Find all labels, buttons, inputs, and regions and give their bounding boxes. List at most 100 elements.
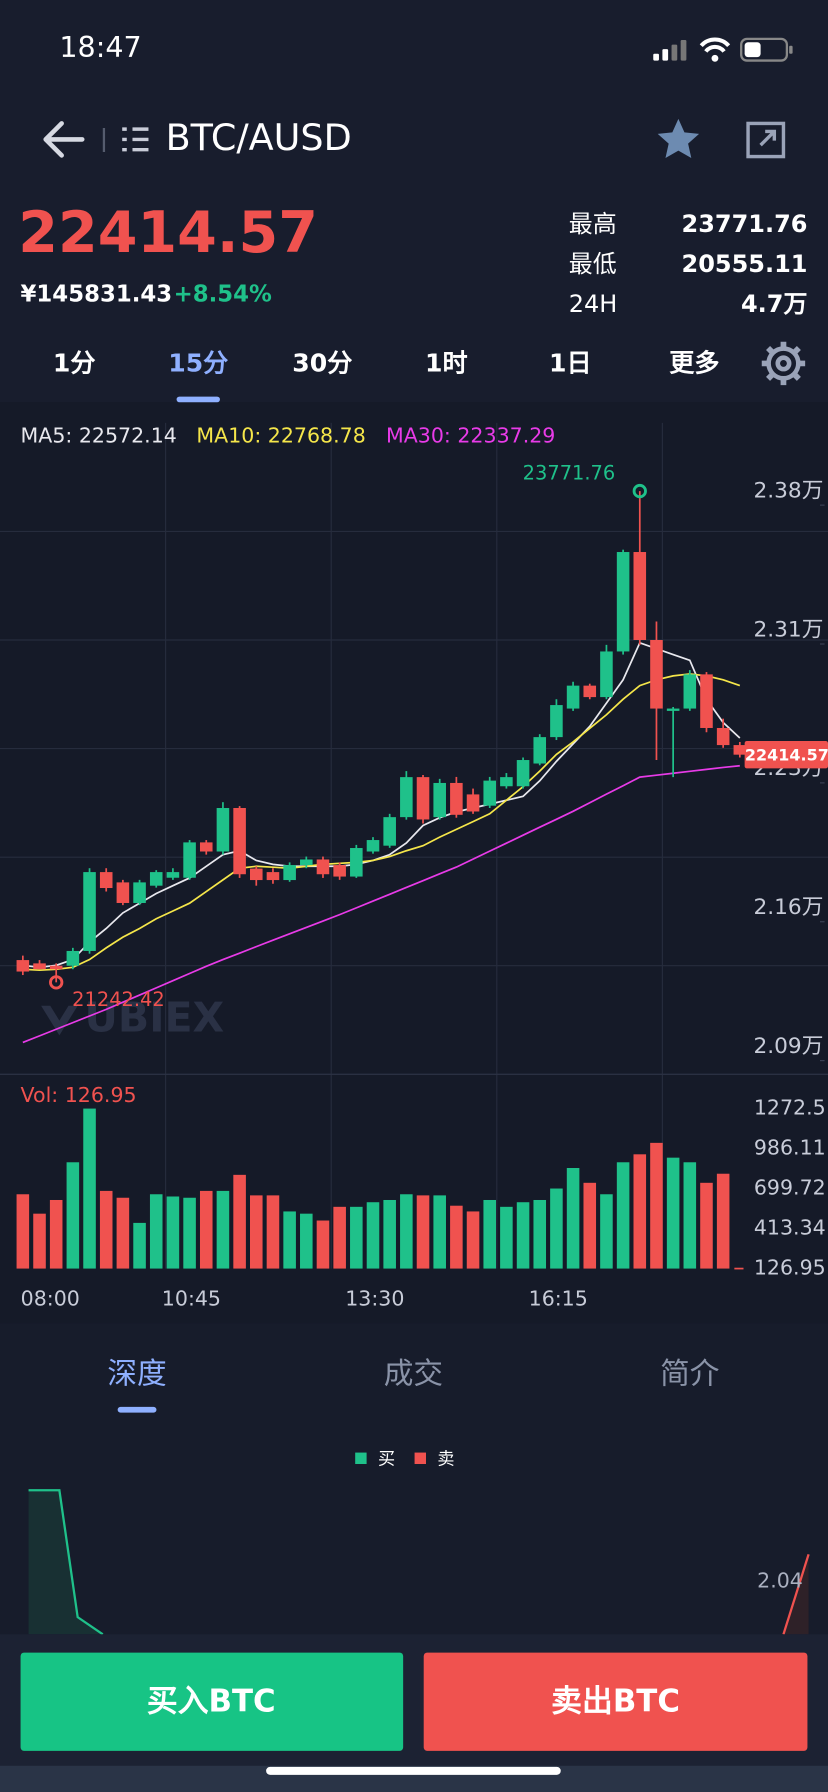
stat-label: 最高 <box>569 210 617 238</box>
volume-bar <box>716 1173 730 1269</box>
candle-body <box>116 882 130 903</box>
y-tick-label: 126.95 <box>754 1256 826 1280</box>
volume-bar <box>183 1197 196 1269</box>
interval-tab[interactable]: 更多 <box>669 349 719 378</box>
cny-price: ¥145831.43 <box>21 281 173 307</box>
volume-bar <box>233 1174 246 1269</box>
favorite-button[interactable] <box>657 118 700 159</box>
y-tick-label: 413.34 <box>754 1216 826 1240</box>
volume-bar <box>316 1220 330 1269</box>
fullscreen-button[interactable] <box>746 121 786 159</box>
battery-tip <box>789 45 793 54</box>
pair-title: BTC/AUSD <box>166 116 352 159</box>
candle-body <box>583 685 597 698</box>
stat-label: 24H <box>569 290 618 318</box>
x-tick-label: 13:30 <box>345 1286 404 1310</box>
volume-bar <box>216 1190 230 1269</box>
volume-bar <box>383 1199 396 1269</box>
volume-bar <box>400 1194 413 1269</box>
y-tick-label: 2.09万 <box>753 1034 823 1059</box>
interval-tab[interactable]: 1分 <box>53 349 96 378</box>
volume-bar <box>116 1197 130 1269</box>
legend-entry: MA5: 22572.14 <box>21 424 177 448</box>
bid-depth-line <box>28 1489 104 1636</box>
candle-body <box>16 960 30 972</box>
volume-bar <box>483 1199 497 1269</box>
stat-value: 4.7万 <box>741 290 807 318</box>
candle-body <box>600 651 613 698</box>
buy-button-label[interactable]: 买入BTC <box>147 1683 276 1719</box>
watermark: UBIEX <box>85 994 225 1042</box>
section-tab[interactable]: 成交 <box>384 1356 443 1391</box>
candle-body <box>500 777 513 787</box>
legend-entry: MA10: 22768.78 <box>196 424 365 448</box>
candle-body <box>350 848 363 877</box>
interval-tab[interactable]: 1时 <box>425 349 468 378</box>
price-tag-label: 22414.57 <box>745 745 828 764</box>
battery-level <box>744 42 761 58</box>
candle-body <box>466 794 480 812</box>
candle-body <box>333 865 346 877</box>
sell-legend: 卖 <box>437 1449 454 1469</box>
volume-bar <box>416 1195 430 1269</box>
interval-tab[interactable]: 30分 <box>292 349 352 378</box>
y-tick-label: 2.16万 <box>753 895 823 920</box>
grid <box>0 422 828 1269</box>
volume-bar <box>283 1211 296 1269</box>
candle-body <box>233 808 246 875</box>
interval-tab[interactable]: 15分 <box>168 349 228 378</box>
settings-button[interactable] <box>761 341 806 386</box>
candle-body <box>516 760 530 787</box>
interval-tab[interactable]: 1日 <box>549 349 592 378</box>
low-label: 21242.42 <box>72 988 165 1011</box>
volume-bar <box>33 1213 46 1269</box>
volume-title: Vol: 126.95 <box>21 1083 137 1107</box>
volume-bar <box>500 1206 513 1269</box>
volume-bar <box>583 1182 597 1269</box>
volume-bar <box>16 1194 30 1269</box>
candle-body <box>700 674 713 728</box>
y-tick-label: 1272.5 <box>754 1096 826 1120</box>
y-tick-label: 986.11 <box>754 1136 826 1160</box>
volume-bar <box>300 1213 313 1269</box>
candle-body <box>433 782 446 818</box>
buy-button[interactable] <box>20 1652 404 1751</box>
candle-body <box>450 782 463 815</box>
candle-body <box>316 859 330 875</box>
candle-body <box>416 777 430 820</box>
candle-body <box>716 727 730 746</box>
sell-button-label[interactable]: 卖出BTC <box>551 1683 680 1719</box>
volume-bar <box>533 1199 547 1269</box>
candle-body <box>33 963 46 970</box>
volume-bar <box>266 1195 280 1269</box>
pair-list-button[interactable] <box>122 127 149 152</box>
sell-button[interactable] <box>423 1652 808 1751</box>
volume-bar <box>199 1190 213 1269</box>
section-tab[interactable]: 简介 <box>660 1356 719 1391</box>
stat-label: 最低 <box>569 250 617 278</box>
stats: 最高 23771.76 最低 20555.11 24H 4.7万 <box>569 210 808 318</box>
candle-body <box>683 674 697 709</box>
volume-bar <box>66 1162 80 1269</box>
candle-body <box>650 640 663 709</box>
candle-body <box>99 872 113 889</box>
signal-icon <box>653 40 687 61</box>
section-tab[interactable]: 深度 <box>107 1356 166 1391</box>
candle-body <box>633 552 647 640</box>
clock: 18:47 <box>59 30 141 64</box>
volume-bar <box>249 1195 263 1269</box>
back-button[interactable] <box>43 121 85 158</box>
bid-depth-area <box>28 1490 103 1635</box>
ma-line <box>22 764 740 1044</box>
price-change: +8.54% <box>174 281 272 307</box>
watermark-logo <box>41 1005 78 1036</box>
high-label: 23771.76 <box>523 461 616 484</box>
candle-body <box>616 552 630 652</box>
wifi-dot <box>711 54 719 62</box>
volume-bar <box>650 1142 663 1269</box>
ma-line <box>22 673 741 972</box>
legend-entry: MA30: 22337.29 <box>386 424 555 448</box>
y-tick-label: 2.38万 <box>753 478 823 503</box>
